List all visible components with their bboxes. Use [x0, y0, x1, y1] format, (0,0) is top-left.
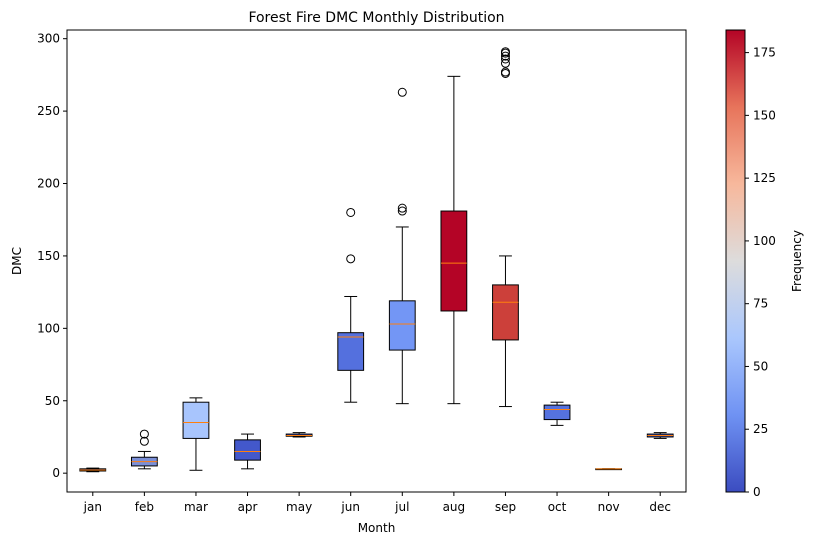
box-group-oct	[543, 401, 571, 426]
y-tick-label: 100	[37, 321, 60, 335]
colorbar-tick-label: 75	[753, 297, 768, 311]
outlier-point	[500, 47, 510, 57]
x-tick-label: dec	[649, 500, 671, 514]
box-jun	[337, 332, 365, 371]
colorbar-tick-label: 150	[753, 108, 776, 122]
box-group-aug	[440, 75, 468, 405]
box-group-mar	[182, 397, 210, 471]
plot-frame	[66, 29, 687, 493]
x-tick-label: nov	[598, 500, 620, 514]
box-oct	[543, 404, 571, 421]
outlier-point	[500, 51, 510, 61]
outlier-point	[139, 429, 149, 439]
y-tick-label: 0	[52, 466, 60, 480]
x-tick-label: may	[286, 500, 312, 514]
x-tick-label: aug	[443, 500, 466, 514]
box-group-sep	[492, 47, 519, 408]
box-group-feb	[130, 429, 158, 470]
y-tick-label: 150	[37, 249, 60, 263]
y-axis: 0 50 100 150 200 250 300	[37, 32, 67, 480]
colorbar-tick-label: 50	[753, 359, 768, 373]
colorbar-tick-label: 125	[753, 171, 776, 185]
box-group-apr	[234, 433, 261, 470]
box-group-jun	[337, 207, 365, 403]
colorbar-tick-label: 100	[753, 234, 776, 248]
chart-title: Forest Fire DMC Monthly Distribution	[248, 10, 504, 26]
colorbar-tick-label: 0	[753, 485, 761, 499]
colorbar: 0 25 50 75 100 125 150 175	[725, 29, 776, 499]
colorbar-tick-label: 25	[753, 422, 768, 436]
x-tick-label: jun	[340, 500, 360, 514]
plot-area	[66, 29, 687, 493]
box-sep	[492, 284, 519, 341]
outlier-point	[346, 254, 356, 264]
x-tick-label: apr	[238, 500, 258, 514]
x-tick-label: feb	[135, 500, 154, 514]
outlier-point	[500, 58, 510, 68]
y-tick-label: 250	[37, 104, 60, 118]
y-tick-label: 200	[37, 177, 60, 191]
box-aug	[440, 210, 468, 312]
outlier-point	[139, 436, 149, 446]
colorbar-tick-label: 175	[753, 46, 776, 60]
box-group-jan	[79, 467, 107, 473]
y-axis-label: DMC	[10, 247, 24, 275]
box-jul	[388, 300, 416, 351]
colorbar-label: Frequency	[790, 230, 804, 292]
outlier-point	[397, 203, 407, 213]
box-group-nov	[595, 468, 623, 471]
outlier-point	[397, 206, 407, 216]
x-tick-label: mar	[184, 500, 208, 514]
box-apr	[234, 439, 261, 461]
box-group-jul	[388, 87, 416, 405]
x-tick-label: jan	[83, 500, 102, 514]
outlier-point	[346, 207, 356, 217]
box-mar	[182, 401, 210, 439]
x-axis: jan feb mar apr may jun jul aug sep oct nov dec	[83, 492, 671, 514]
x-tick-label: sep	[495, 500, 516, 514]
x-axis-label: Month	[358, 521, 396, 535]
x-tick-label: jul	[394, 500, 409, 514]
x-tick-label: oct	[548, 500, 567, 514]
colorbar-gradient	[725, 29, 746, 493]
y-tick-label: 50	[45, 394, 60, 408]
outlier-point	[397, 87, 407, 97]
box-group-dec	[646, 432, 674, 439]
outlier-point	[500, 54, 510, 64]
outlier-point	[500, 67, 510, 77]
box-group-may	[285, 432, 313, 438]
y-tick-label: 300	[37, 32, 60, 46]
